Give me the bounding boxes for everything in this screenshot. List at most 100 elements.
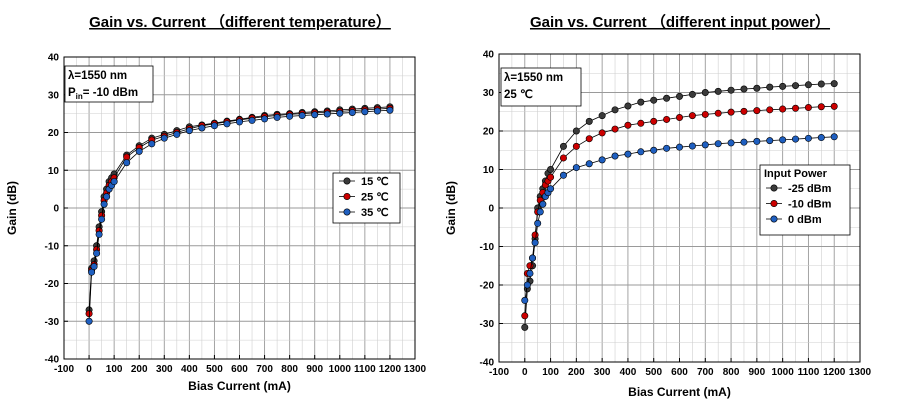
data-point (223, 120, 231, 128)
annotation-box (64, 65, 154, 103)
data-point (611, 152, 619, 160)
legend-label: -25 dBm (788, 183, 832, 195)
data-point (740, 85, 748, 93)
data-point (779, 136, 787, 144)
y-tick-label: -30 (480, 319, 495, 330)
data-point (261, 115, 269, 123)
data-point (526, 269, 534, 277)
x-tick-label: 1300 (404, 364, 427, 375)
data-point (817, 134, 825, 142)
data-point (714, 87, 722, 95)
x-tick-label: 200 (131, 364, 148, 375)
data-point (585, 160, 593, 168)
y-tick-label: -40 (45, 355, 60, 366)
data-point (198, 124, 206, 132)
data-point (236, 118, 244, 126)
x-tick-label: 900 (306, 364, 323, 375)
x-axis-label: Bias Current (mA) (628, 385, 731, 399)
data-point (323, 110, 331, 118)
data-point (286, 112, 294, 120)
y-tick-label: 30 (483, 88, 495, 99)
data-point (95, 230, 103, 238)
legend-title: Input Power (764, 168, 828, 180)
data-point (547, 173, 555, 181)
data-point (521, 323, 529, 331)
data-point (598, 112, 606, 120)
data-point (804, 104, 812, 112)
x-tick-label: 300 (156, 364, 173, 375)
x-tick-label: -100 (489, 367, 509, 378)
data-point (727, 86, 735, 94)
data-point (701, 110, 709, 118)
data-point (792, 82, 800, 90)
data-point (637, 119, 645, 127)
annotation-subscript: in (76, 92, 83, 101)
x-tick-label: 700 (256, 364, 273, 375)
data-point (688, 90, 696, 98)
data-point (675, 143, 683, 151)
data-point (727, 139, 735, 147)
x-tick-label: 1200 (379, 364, 402, 375)
data-point (100, 200, 108, 208)
data-point (817, 80, 825, 88)
data-point (523, 281, 531, 289)
data-point (624, 150, 632, 158)
data-point (804, 134, 812, 142)
data-point (90, 263, 98, 271)
x-tick-label: 100 (106, 364, 123, 375)
annotation-wavelength: λ=1550 nm (504, 72, 563, 84)
data-point (766, 137, 774, 145)
series-1 (521, 102, 838, 320)
data-point (526, 262, 534, 270)
data-point (714, 109, 722, 117)
x-tick-label: 400 (181, 364, 198, 375)
data-point (804, 81, 812, 89)
data-point (539, 200, 547, 208)
y-tick-label: 10 (483, 165, 495, 176)
annotation-rest: = -10 dBm (83, 87, 138, 99)
y-tick-label: 30 (48, 90, 60, 101)
data-point (688, 142, 696, 150)
annotation-condition: 25 ℃ (504, 88, 533, 101)
legend-label: 35 ℃ (361, 207, 389, 219)
x-tick-label: 1300 (849, 367, 872, 378)
grid-lines (63, 56, 416, 360)
data-point (701, 89, 709, 97)
data-point (817, 103, 825, 111)
y-tick-label: 0 (488, 204, 494, 215)
x-tick-label: 1200 (823, 367, 846, 378)
data-point (714, 140, 722, 148)
x-axis-label: Bias Current (mA) (188, 379, 291, 393)
data-point (348, 108, 356, 116)
data-point (753, 107, 761, 115)
data-point (663, 94, 671, 102)
x-tick-label: 500 (206, 364, 223, 375)
data-point (123, 159, 131, 167)
data-point (336, 109, 344, 117)
legend-label: 0 dBm (788, 214, 822, 226)
y-tick-label: 20 (48, 128, 60, 139)
x-tick-label: 1100 (798, 367, 820, 378)
data-point (572, 127, 580, 135)
data-point (173, 130, 181, 138)
x-tick-label: 0 (86, 364, 92, 375)
x-tick-label: 700 (697, 367, 714, 378)
data-point (830, 80, 838, 88)
data-point (572, 142, 580, 150)
x-tick-label: 0 (522, 367, 528, 378)
data-point (766, 83, 774, 91)
data-point (792, 104, 800, 112)
data-point (93, 249, 101, 257)
data-point (830, 102, 838, 110)
data-point (637, 98, 645, 106)
data-point (650, 96, 658, 104)
data-point (361, 108, 369, 116)
data-point (598, 156, 606, 164)
data-point (779, 105, 787, 113)
data-point (185, 127, 193, 135)
data-point (701, 141, 709, 149)
data-point (373, 107, 381, 115)
y-tick-label: -10 (45, 241, 60, 252)
